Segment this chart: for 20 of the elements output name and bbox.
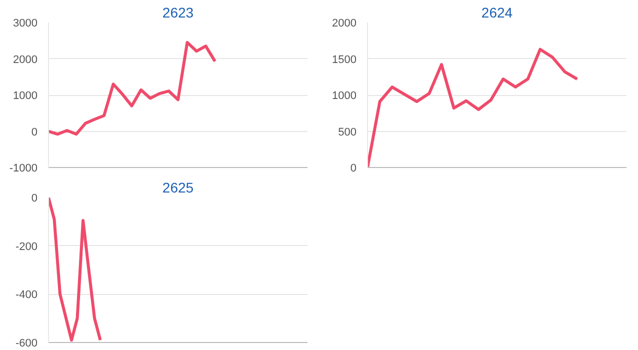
y-tick-label: 0 — [31, 192, 38, 204]
chart-title: 2625 — [162, 180, 194, 196]
line-series — [368, 48, 579, 168]
y-tick-label: -200 — [15, 240, 38, 253]
line-series — [48, 40, 216, 136]
chart-title: 2624 — [481, 4, 513, 20]
y-tick-label: 1000 — [13, 90, 38, 102]
y-tick-label: 2000 — [13, 54, 38, 66]
y-tick-label: -600 — [15, 338, 38, 350]
y-tick-label: 1500 — [332, 54, 357, 66]
y-tick-label: 2000 — [332, 18, 357, 30]
y-tick-label: -400 — [15, 289, 38, 302]
y-tick-label: 3000 — [13, 18, 38, 30]
chart-title: 2623 — [162, 4, 194, 20]
y-tick-label: 500 — [338, 126, 357, 138]
line-series — [48, 198, 102, 342]
y-tick-label: 0 — [31, 126, 38, 138]
y-tick-label: 0 — [350, 162, 357, 174]
y-tick-label: 1000 — [332, 90, 357, 102]
y-tick-label: -1000 — [9, 162, 38, 174]
